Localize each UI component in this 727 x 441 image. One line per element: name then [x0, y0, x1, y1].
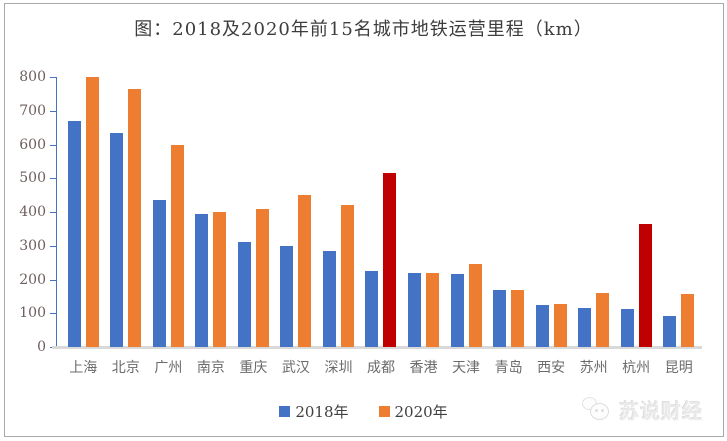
bar-group-昆明: 昆明 [657, 77, 700, 376]
legend-item-2018年: 2018年 [279, 401, 349, 422]
y-axis-tick [50, 110, 56, 112]
bar-2018年-昆明 [663, 315, 677, 347]
bar-group-上海: 上海 [62, 77, 105, 376]
bar-2020年-南京 [213, 212, 227, 347]
bar-2018年-苏州 [578, 307, 592, 347]
y-axis-tick [50, 77, 56, 78]
y-axis-tick-label: 400 [19, 204, 46, 220]
x-axis-label-青岛: 青岛 [494, 360, 523, 376]
x-axis-label-天津: 天津 [452, 360, 481, 376]
bar-2018年-重庆 [237, 242, 251, 347]
bar-2018年-香港 [408, 272, 422, 347]
mascot-face-icon [590, 402, 609, 420]
chart-title: 图：2018及2020年前15名城市地铁运营里程（km） [134, 19, 593, 40]
x-axis-label-香港: 香港 [409, 360, 438, 376]
bar-2020年-天津 [468, 264, 482, 347]
bar-2020年-重庆 [255, 208, 269, 347]
y-axis-tick [50, 245, 56, 247]
legend-label: 2020年 [394, 403, 448, 421]
y-axis-tick-label: 800 [19, 69, 46, 85]
bar-2020年-成都 [383, 173, 397, 347]
y-axis-tick [50, 279, 56, 281]
bar-2020年-青岛 [511, 289, 525, 347]
watermark-text: 苏说财经 [619, 399, 703, 423]
bar-2020年-香港 [426, 272, 440, 347]
x-axis-label-北京: 北京 [111, 360, 140, 376]
x-axis-label-成都: 成都 [366, 360, 395, 376]
bar-2020年-上海 [85, 77, 99, 347]
x-axis-label-深圳: 深圳 [324, 360, 353, 376]
watermark-logo-icon [582, 396, 612, 423]
y-axis-tick [50, 178, 56, 180]
bar-groups: 上海 北京 广州 南京 重庆 武汉 深圳 成都 香港 天津 青岛 西安 苏州 杭州 昆明 [62, 77, 700, 376]
y-axis-tick-label: 600 [19, 136, 46, 153]
x-axis-label-西安: 西安 [537, 360, 566, 376]
x-axis-label-广州: 广州 [154, 360, 183, 376]
bar-2018年-武汉 [280, 245, 294, 347]
bar-group-青岛: 青岛 [487, 77, 530, 376]
bar-group-西安: 西安 [530, 77, 573, 376]
bar-group-重庆: 重庆 [232, 77, 275, 376]
bar-2020年-昆明 [681, 293, 695, 347]
bar-2020年-北京 [128, 88, 142, 347]
x-axis-label-上海: 上海 [69, 360, 98, 376]
bar-2020年-苏州 [596, 293, 610, 347]
bar-2020年-西安 [553, 303, 567, 347]
legend-swatch-icon [378, 406, 390, 417]
bar-2018年-成都 [365, 271, 379, 347]
bar-2018年-西安 [535, 304, 549, 347]
bar-group-北京: 北京 [105, 77, 148, 376]
y-axis-line [56, 77, 57, 348]
bar-2018年-南京 [195, 213, 209, 347]
y-axis-tick [50, 144, 56, 146]
bar-2018年-天津 [450, 274, 464, 347]
bar-group-苏州: 苏州 [572, 77, 615, 376]
bar-2018年-深圳 [322, 250, 336, 347]
x-axis-label-苏州: 苏州 [579, 360, 608, 376]
y-axis-tick [50, 212, 56, 213]
bar-group-天津: 天津 [445, 77, 488, 376]
legend-label: 2018年 [295, 403, 349, 421]
bar-group-武汉: 武汉 [275, 77, 318, 376]
bar-group-成都: 成都 [360, 77, 403, 376]
x-axis-line [52, 346, 702, 349]
x-axis-label-昆明: 昆明 [664, 360, 693, 376]
bar-group-南京: 南京 [190, 77, 233, 376]
x-axis-label-南京: 南京 [196, 360, 225, 376]
bar-2020年-广州 [170, 144, 184, 347]
y-axis-tick-label: 100 [19, 305, 46, 322]
bar-2020年-武汉 [298, 195, 312, 347]
bar-2020年-杭州 [638, 223, 652, 347]
x-axis-label-武汉: 武汉 [281, 360, 310, 376]
y-axis-tick-label: 500 [19, 170, 46, 187]
y-axis-tick [50, 313, 56, 315]
bar-2018年-杭州 [620, 308, 634, 347]
legend: 2018年 2020年 [0, 401, 727, 422]
bar-2018年-青岛 [493, 289, 507, 347]
bar-2018年-广州 [152, 200, 166, 347]
chart-frame [4, 3, 724, 437]
bar-group-杭州: 杭州 [615, 77, 658, 376]
y-axis-tick-label: 700 [19, 102, 46, 119]
watermark: 苏说财经 [582, 395, 703, 424]
x-axis-label-重庆: 重庆 [239, 360, 268, 376]
bar-2020年-深圳 [340, 205, 354, 347]
bar-group-深圳: 深圳 [317, 77, 360, 376]
bar-group-香港: 香港 [402, 77, 445, 376]
y-axis-tick-label: 0 [37, 339, 46, 355]
bar-group-广州: 广州 [147, 77, 190, 376]
legend-item-2020年: 2020年 [378, 401, 448, 422]
legend-swatch-icon [279, 406, 291, 417]
x-axis-label-杭州: 杭州 [622, 360, 651, 376]
bar-2018年-上海 [67, 120, 81, 347]
y-axis-tick-label: 200 [19, 271, 46, 288]
bar-2018年-北京 [110, 132, 124, 347]
y-axis-tick-label: 300 [19, 237, 46, 254]
